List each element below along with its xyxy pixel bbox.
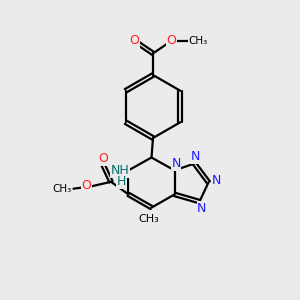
Text: O: O — [130, 34, 139, 47]
Text: O: O — [98, 152, 108, 165]
Text: O: O — [81, 179, 91, 192]
Text: CH₃: CH₃ — [52, 184, 71, 194]
Text: NH: NH — [111, 164, 129, 177]
Text: N: N — [212, 174, 222, 188]
Text: N: N — [171, 157, 181, 170]
Text: CH₃: CH₃ — [188, 36, 207, 46]
Text: CH₃: CH₃ — [139, 214, 160, 224]
Text: H: H — [117, 175, 127, 188]
Text: O: O — [167, 34, 176, 47]
Text: N: N — [197, 202, 207, 215]
Text: N: N — [190, 150, 200, 164]
